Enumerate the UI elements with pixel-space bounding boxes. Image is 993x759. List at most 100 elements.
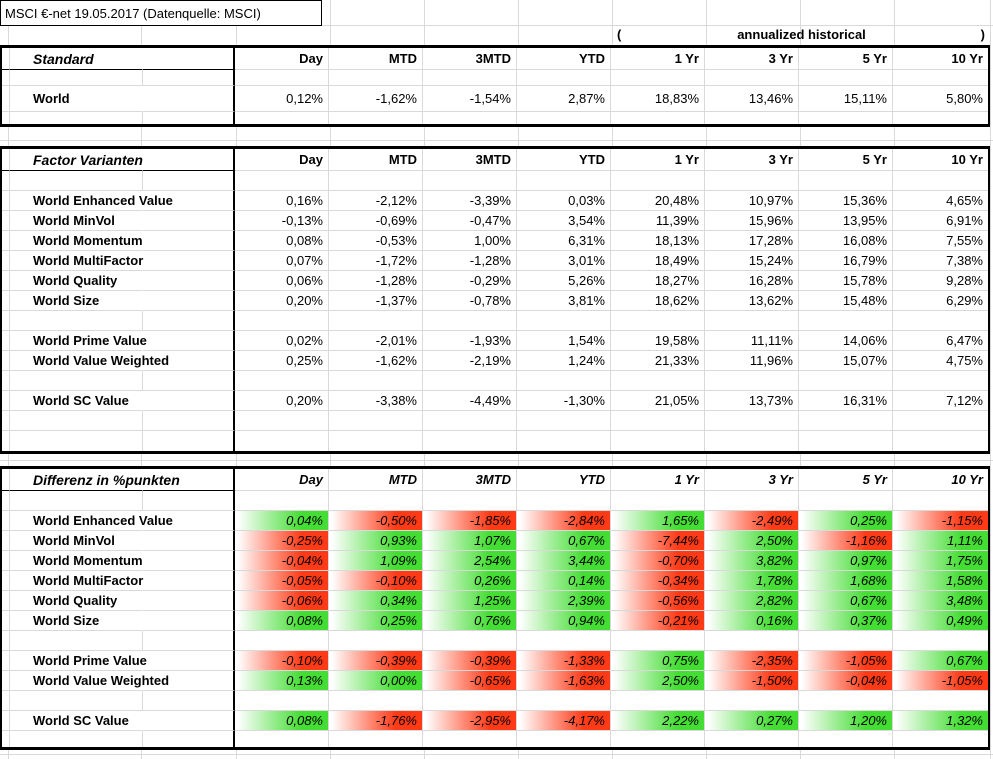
cell[interactable] [705, 411, 799, 431]
cell[interactable] [235, 431, 329, 451]
value-cell[interactable]: 0,08% [235, 231, 329, 251]
value-cell[interactable]: -2,12% [329, 191, 423, 211]
value-cell[interactable]: 15,11% [799, 86, 893, 112]
value-cell[interactable]: -0,39% [329, 651, 423, 671]
value-cell[interactable]: 6,91% [893, 211, 988, 231]
cell[interactable] [143, 431, 235, 451]
cell[interactable] [2, 112, 10, 124]
value-cell[interactable]: 0,37% [799, 611, 893, 631]
value-cell[interactable]: 0,25% [329, 611, 423, 631]
row-label[interactable]: World MultiFactor [10, 571, 143, 591]
cell[interactable] [143, 571, 235, 591]
cell[interactable] [893, 311, 988, 331]
value-cell[interactable]: -1,85% [423, 511, 517, 531]
value-cell[interactable]: 0,67% [799, 591, 893, 611]
value-cell[interactable]: 0,16% [235, 191, 329, 211]
cell[interactable] [423, 731, 517, 747]
column-header[interactable]: 5 Yr [799, 149, 893, 171]
cell[interactable] [611, 631, 705, 651]
value-cell[interactable]: -1,72% [329, 251, 423, 271]
value-cell[interactable]: -0,13% [235, 211, 329, 231]
cell[interactable] [235, 112, 329, 124]
cell[interactable] [611, 371, 705, 391]
value-cell[interactable]: 0,27% [705, 711, 799, 731]
cell[interactable] [2, 331, 10, 351]
value-cell[interactable]: -1,37% [329, 291, 423, 311]
value-cell[interactable]: 19,58% [611, 331, 705, 351]
cell[interactable] [893, 631, 988, 651]
value-cell[interactable]: 18,83% [611, 86, 705, 112]
column-header[interactable]: 3MTD [423, 149, 517, 171]
cell[interactable] [2, 651, 10, 671]
cell[interactable] [2, 491, 10, 511]
row-label[interactable]: World Momentum [10, 551, 143, 571]
value-cell[interactable]: -2,19% [423, 351, 517, 371]
cell[interactable] [705, 631, 799, 651]
cell[interactable] [705, 112, 799, 124]
table-title[interactable]: Factor Varianten [10, 149, 143, 171]
value-cell[interactable]: -1,15% [893, 511, 988, 531]
value-cell[interactable]: -7,44% [611, 531, 705, 551]
cell[interactable] [143, 511, 235, 531]
column-header[interactable]: Day [235, 48, 329, 70]
cell[interactable] [2, 70, 10, 86]
column-header[interactable]: MTD [329, 149, 423, 171]
cell[interactable] [517, 411, 611, 431]
cell[interactable] [2, 531, 10, 551]
value-cell[interactable]: -0,56% [611, 591, 705, 611]
value-cell[interactable]: 0,25% [799, 511, 893, 531]
row-label[interactable]: World Size [10, 611, 143, 631]
value-cell[interactable]: 11,11% [705, 331, 799, 351]
value-cell[interactable]: 11,96% [705, 351, 799, 371]
value-cell[interactable]: 15,07% [799, 351, 893, 371]
value-cell[interactable]: 0,02% [235, 331, 329, 351]
cell[interactable] [799, 491, 893, 511]
cell[interactable] [143, 711, 235, 731]
value-cell[interactable]: 11,39% [611, 211, 705, 231]
cell[interactable] [705, 371, 799, 391]
cell[interactable] [705, 731, 799, 747]
cell[interactable] [517, 112, 611, 124]
value-cell[interactable]: 0,75% [611, 651, 705, 671]
cell[interactable] [329, 631, 423, 651]
cell[interactable] [799, 631, 893, 651]
value-cell[interactable]: 1,11% [893, 531, 988, 551]
cell[interactable] [2, 551, 10, 571]
cell[interactable] [10, 731, 143, 747]
cell[interactable] [2, 171, 10, 191]
cell[interactable] [423, 691, 517, 711]
cell[interactable] [893, 70, 988, 86]
value-cell[interactable]: 1,07% [423, 531, 517, 551]
value-cell[interactable]: 0,20% [235, 291, 329, 311]
row-label[interactable]: World Prime Value [10, 651, 147, 671]
cell[interactable] [423, 112, 517, 124]
annualized-historical-label[interactable]: annualized historical [737, 27, 866, 42]
value-cell[interactable]: 2,22% [611, 711, 705, 731]
cell[interactable] [423, 491, 517, 511]
cell[interactable] [10, 112, 143, 124]
value-cell[interactable]: -1,76% [329, 711, 423, 731]
value-cell[interactable]: 14,06% [799, 331, 893, 351]
cell[interactable] [143, 271, 235, 291]
value-cell[interactable]: -0,21% [611, 611, 705, 631]
cell[interactable] [235, 411, 329, 431]
cell[interactable] [799, 70, 893, 86]
value-cell[interactable]: 15,96% [705, 211, 799, 231]
open-paren[interactable]: ( [617, 27, 622, 42]
value-cell[interactable]: 7,12% [893, 391, 988, 411]
value-cell[interactable]: 0,26% [423, 571, 517, 591]
value-cell[interactable]: 0,67% [517, 531, 611, 551]
cell[interactable] [10, 70, 143, 86]
cell[interactable] [799, 112, 893, 124]
cell[interactable] [143, 731, 235, 747]
value-cell[interactable]: 0,20% [235, 391, 329, 411]
value-cell[interactable]: 1,24% [517, 351, 611, 371]
cell[interactable] [799, 371, 893, 391]
value-cell[interactable]: 0,07% [235, 251, 329, 271]
column-header[interactable]: 5 Yr [799, 48, 893, 70]
cell[interactable] [517, 491, 611, 511]
value-cell[interactable]: 1,32% [893, 711, 988, 731]
value-cell[interactable]: 21,33% [611, 351, 705, 371]
row-label[interactable]: World Prime Value [10, 331, 147, 351]
cell[interactable] [2, 571, 10, 591]
